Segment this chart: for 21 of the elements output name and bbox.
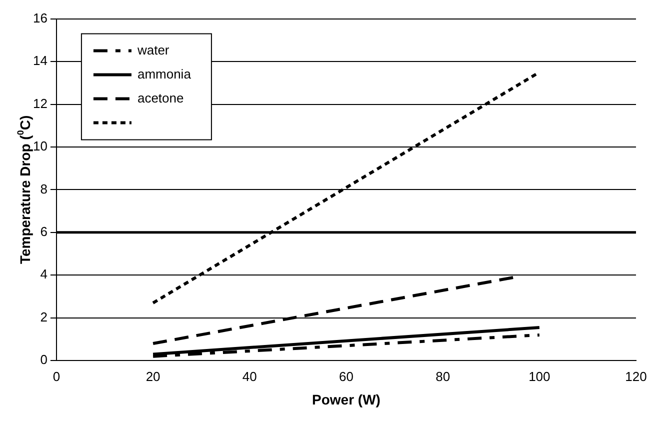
y-tick-label: 6 — [40, 224, 48, 240]
x-axis-title: Power (W) — [312, 391, 380, 408]
y-tick-label: 0 — [40, 352, 48, 368]
y-axis-title: Temperature Drop (0C) — [15, 115, 33, 264]
y-tick-label: 14 — [32, 53, 48, 68]
x-tick-label: 0 — [52, 368, 60, 384]
x-tick-label: 100 — [528, 368, 550, 384]
legend-label: water — [136, 42, 170, 58]
y-tick-label: 8 — [40, 181, 48, 196]
x-tick-label: 120 — [625, 368, 647, 384]
legend-label: acetone — [137, 90, 184, 106]
y-tick-label: 16 — [32, 10, 48, 26]
x-tick-label: 60 — [338, 368, 354, 384]
x-tick-label: 40 — [242, 368, 257, 384]
x-tick-label: 80 — [436, 368, 450, 384]
y-tick-label: 2 — [40, 309, 48, 324]
x-tick-label: 20 — [146, 368, 160, 384]
y-tick-label: 4 — [40, 266, 48, 282]
y-tick-label: 12 — [32, 96, 48, 111]
legend-label: ammonia — [137, 66, 192, 82]
y-tick-label: 10 — [32, 138, 48, 154]
